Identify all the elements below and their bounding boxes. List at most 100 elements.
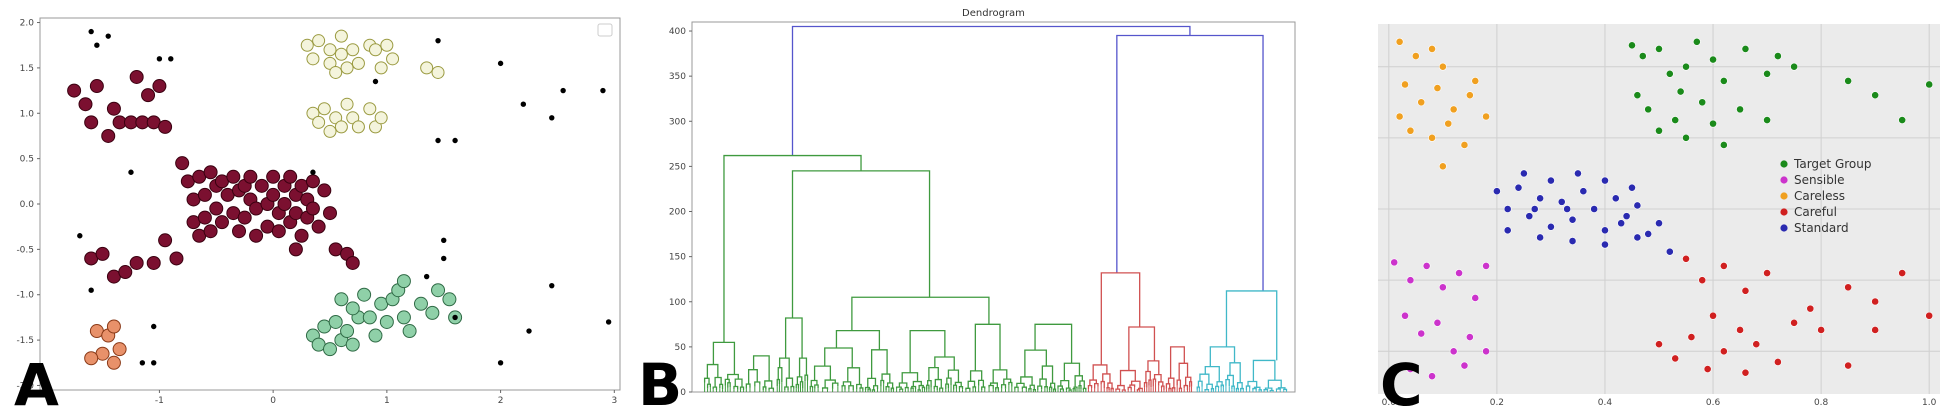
data-point bbox=[1455, 269, 1463, 277]
dendrogram-link bbox=[719, 383, 724, 390]
dendrogram-link bbox=[798, 357, 808, 377]
data-point bbox=[497, 360, 504, 366]
dendrogram-link bbox=[1116, 34, 1264, 291]
dendrogram-link bbox=[1000, 384, 1007, 389]
dendrogram-link bbox=[1225, 378, 1230, 387]
data-point bbox=[1460, 361, 1469, 370]
dendrogram-link bbox=[1029, 384, 1035, 390]
dendrogram-link bbox=[1176, 379, 1182, 389]
y-tick-label: 1.0 bbox=[20, 109, 35, 119]
dendrogram-link bbox=[1039, 378, 1047, 387]
data-point bbox=[277, 197, 292, 211]
data-point bbox=[106, 101, 121, 116]
dendrogram-link bbox=[723, 154, 862, 343]
data-point bbox=[203, 224, 218, 239]
data-point bbox=[435, 37, 441, 44]
data-point bbox=[345, 337, 360, 352]
dendrogram-link bbox=[885, 386, 890, 391]
panel-c: 0.0 0.2 0.4 0.6 0.8 1.0 Target Group Sensible Ca… bbox=[1300, 0, 1950, 416]
dendrogram-link bbox=[1220, 384, 1225, 388]
data-point bbox=[1709, 119, 1717, 128]
data-point bbox=[402, 324, 417, 339]
dendrogram-link bbox=[1016, 382, 1025, 388]
data-point bbox=[1655, 219, 1663, 228]
legend-entry: Target Group bbox=[1793, 157, 1871, 171]
dendrogram-link bbox=[1258, 389, 1262, 392]
dendrogram-link bbox=[1078, 385, 1082, 390]
y-tick-label: 1.5 bbox=[20, 64, 34, 74]
data-point bbox=[1568, 215, 1577, 224]
data-point bbox=[1709, 55, 1717, 64]
data-point bbox=[1449, 105, 1458, 114]
data-point bbox=[168, 56, 174, 62]
dendrogram-link bbox=[712, 386, 718, 391]
dendrogram-link bbox=[706, 383, 711, 389]
dendrogram-link bbox=[918, 384, 924, 390]
dendrogram-link bbox=[745, 383, 751, 389]
data-point bbox=[1601, 176, 1609, 185]
data-point bbox=[1530, 205, 1539, 213]
dendrogram-link bbox=[1100, 272, 1141, 365]
legend-marker bbox=[1780, 176, 1788, 184]
data-point bbox=[362, 310, 377, 325]
data-point bbox=[1536, 194, 1545, 203]
data-point bbox=[1844, 77, 1853, 85]
dendrogram-link bbox=[927, 379, 932, 388]
data-point bbox=[1925, 311, 1934, 320]
x-tick-label: 0.2 bbox=[1490, 398, 1504, 408]
dendrogram-link bbox=[904, 386, 909, 389]
data-point bbox=[300, 38, 314, 52]
panel-a: 2.0 1.5 1.0 0.5 0.0 -0.5 -1.0 -1.5 -2.0 -1 0 1 2 3 A bbox=[0, 0, 640, 416]
dendrogram-link bbox=[1082, 387, 1087, 391]
data-point bbox=[452, 314, 458, 321]
legend-marker bbox=[1780, 160, 1788, 168]
dendrogram-link bbox=[1231, 385, 1235, 390]
dendrogram-link bbox=[1165, 383, 1171, 389]
data-point bbox=[374, 61, 388, 75]
data-point bbox=[1898, 116, 1907, 124]
data-point bbox=[1752, 340, 1761, 349]
dendrogram-link bbox=[754, 381, 761, 387]
dendrogram-link bbox=[911, 385, 917, 390]
data-point bbox=[283, 169, 298, 184]
dendrogram-link bbox=[895, 386, 902, 390]
data-point bbox=[1633, 91, 1642, 100]
data-point bbox=[1568, 237, 1577, 245]
x-tick-label: 0 bbox=[270, 396, 276, 406]
data-point bbox=[1817, 326, 1826, 334]
data-point bbox=[317, 183, 332, 198]
dendrogram-link bbox=[871, 389, 876, 391]
data-point bbox=[600, 87, 606, 94]
dendrogram-link bbox=[734, 378, 743, 388]
data-point bbox=[1682, 62, 1690, 71]
data-point bbox=[1503, 226, 1512, 235]
data-point bbox=[232, 224, 247, 239]
data-point bbox=[312, 34, 326, 48]
data-point bbox=[312, 115, 326, 129]
dendrogram-link bbox=[859, 387, 864, 391]
dendrogram-link bbox=[1267, 379, 1282, 389]
data-point bbox=[441, 255, 447, 262]
dendrogram-link bbox=[1128, 326, 1156, 371]
data-point bbox=[1736, 326, 1744, 334]
data-point bbox=[1438, 162, 1447, 171]
dendrogram-link bbox=[972, 386, 977, 389]
dendrogram-link bbox=[727, 382, 731, 388]
legend-box bbox=[597, 23, 613, 37]
data-point bbox=[345, 255, 360, 270]
dendrogram-link bbox=[917, 389, 921, 391]
data-point bbox=[84, 351, 99, 366]
dendrogram-link bbox=[1044, 386, 1048, 389]
dendrogram-link bbox=[881, 373, 891, 383]
data-point bbox=[128, 169, 134, 175]
dendrogram-link bbox=[1226, 374, 1234, 387]
dendrogram-link bbox=[880, 379, 885, 387]
data-point bbox=[1601, 240, 1609, 249]
dendrogram-link bbox=[1143, 382, 1148, 388]
data-point bbox=[88, 287, 94, 293]
dendrogram-link bbox=[1028, 388, 1032, 391]
dendrogram-link bbox=[785, 377, 794, 388]
dendrogram-link bbox=[954, 381, 962, 387]
dendrogram-link bbox=[1100, 380, 1105, 389]
dendrogram-link bbox=[851, 296, 990, 331]
